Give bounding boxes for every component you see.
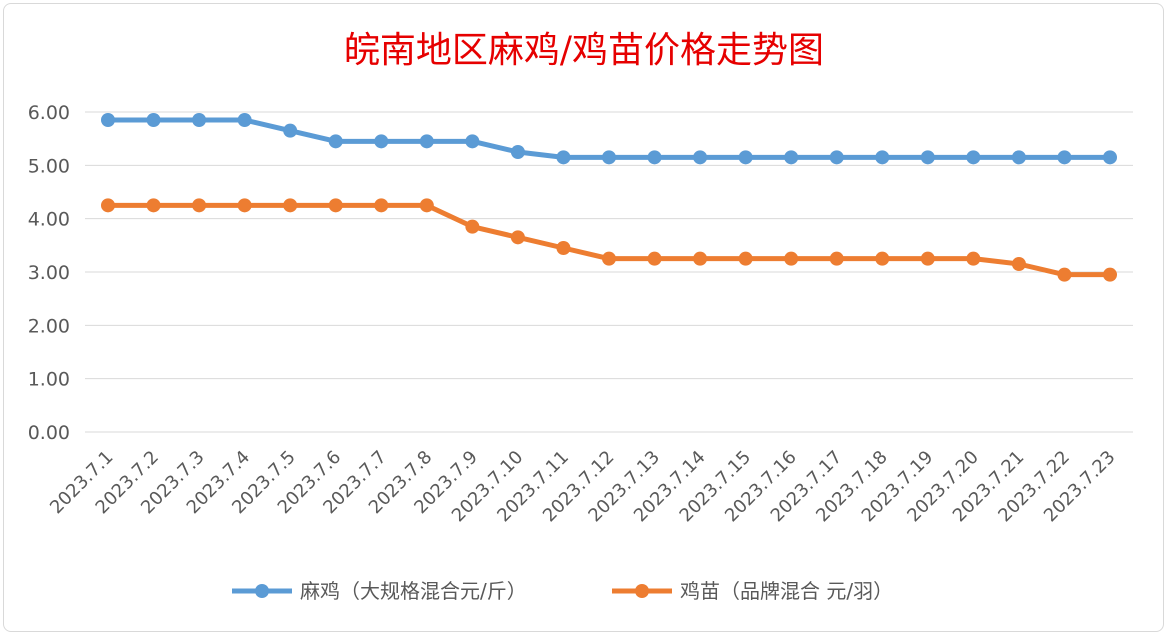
data-point: [556, 241, 571, 255]
data-point: [602, 251, 616, 266]
series-lines: [101, 113, 1117, 282]
data-point: [146, 198, 161, 213]
data-point: [693, 251, 708, 266]
data-point: [920, 150, 935, 165]
data-point: [419, 198, 434, 213]
data-point: [146, 113, 161, 127]
data-point: [647, 150, 662, 165]
data-point: [465, 219, 480, 234]
data-point: [1011, 257, 1026, 271]
y-tick-label: 5.00: [28, 155, 70, 177]
data-point: [328, 198, 343, 213]
data-point: [510, 230, 525, 245]
data-point: [829, 150, 844, 165]
data-point: [510, 145, 525, 159]
data-point: [556, 150, 571, 165]
legend-swatch-marker: [635, 584, 649, 598]
data-point: [283, 123, 298, 138]
data-point: [192, 113, 207, 127]
legend-swatch-marker: [255, 584, 269, 598]
legend-label: 鸡苗（品牌混合 元/羽）: [680, 579, 893, 603]
data-point: [328, 134, 343, 149]
y-tick-label: 4.00: [28, 209, 70, 231]
data-point: [647, 251, 662, 266]
data-point: [738, 251, 753, 266]
y-tick-label: 0.00: [28, 422, 70, 444]
data-point: [419, 134, 434, 149]
data-point: [738, 150, 753, 165]
gridlines: [85, 111, 1133, 433]
data-point: [101, 113, 115, 127]
data-point: [1103, 267, 1117, 282]
y-axis-ticks: 0.00 1.00 2.00 3.00 4.00 5.00 6.00: [28, 102, 70, 444]
data-point: [784, 150, 799, 165]
data-point: [101, 198, 115, 213]
data-point: [237, 198, 252, 213]
data-point: [829, 251, 844, 266]
data-point: [1103, 150, 1117, 165]
y-tick-label: 6.00: [28, 102, 70, 124]
series-1: [101, 113, 1117, 165]
data-point: [875, 251, 890, 266]
chart-title: 皖南地区麻鸡/鸡苗价格走势图: [344, 30, 824, 71]
data-point: [465, 134, 480, 149]
data-point: [192, 198, 207, 213]
data-point: [693, 150, 708, 165]
data-point: [1057, 150, 1072, 165]
data-point: [966, 150, 981, 165]
data-point: [374, 198, 389, 213]
series-2: [101, 198, 1117, 282]
y-tick-label: 3.00: [28, 262, 70, 284]
data-point: [602, 150, 616, 165]
data-point: [875, 150, 890, 165]
data-point: [374, 134, 389, 149]
data-point: [283, 198, 298, 213]
data-point: [1057, 267, 1072, 282]
legend-label: 麻鸡（大规格混合元/斤）: [300, 579, 527, 603]
data-point: [920, 251, 935, 266]
data-point: [784, 251, 799, 266]
y-tick-label: 2.00: [28, 315, 70, 337]
data-point: [237, 113, 252, 127]
chart-frame: [3, 3, 1164, 632]
data-point: [966, 251, 981, 266]
legend: 麻鸡（大规格混合元/斤） 鸡苗（品牌混合 元/羽）: [232, 579, 893, 603]
data-point: [1011, 150, 1026, 165]
y-tick-label: 1.00: [28, 369, 70, 391]
x-axis-ticks: 2023.7.12023.7.22023.7.32023.7.42023.7.5…: [46, 447, 1120, 527]
